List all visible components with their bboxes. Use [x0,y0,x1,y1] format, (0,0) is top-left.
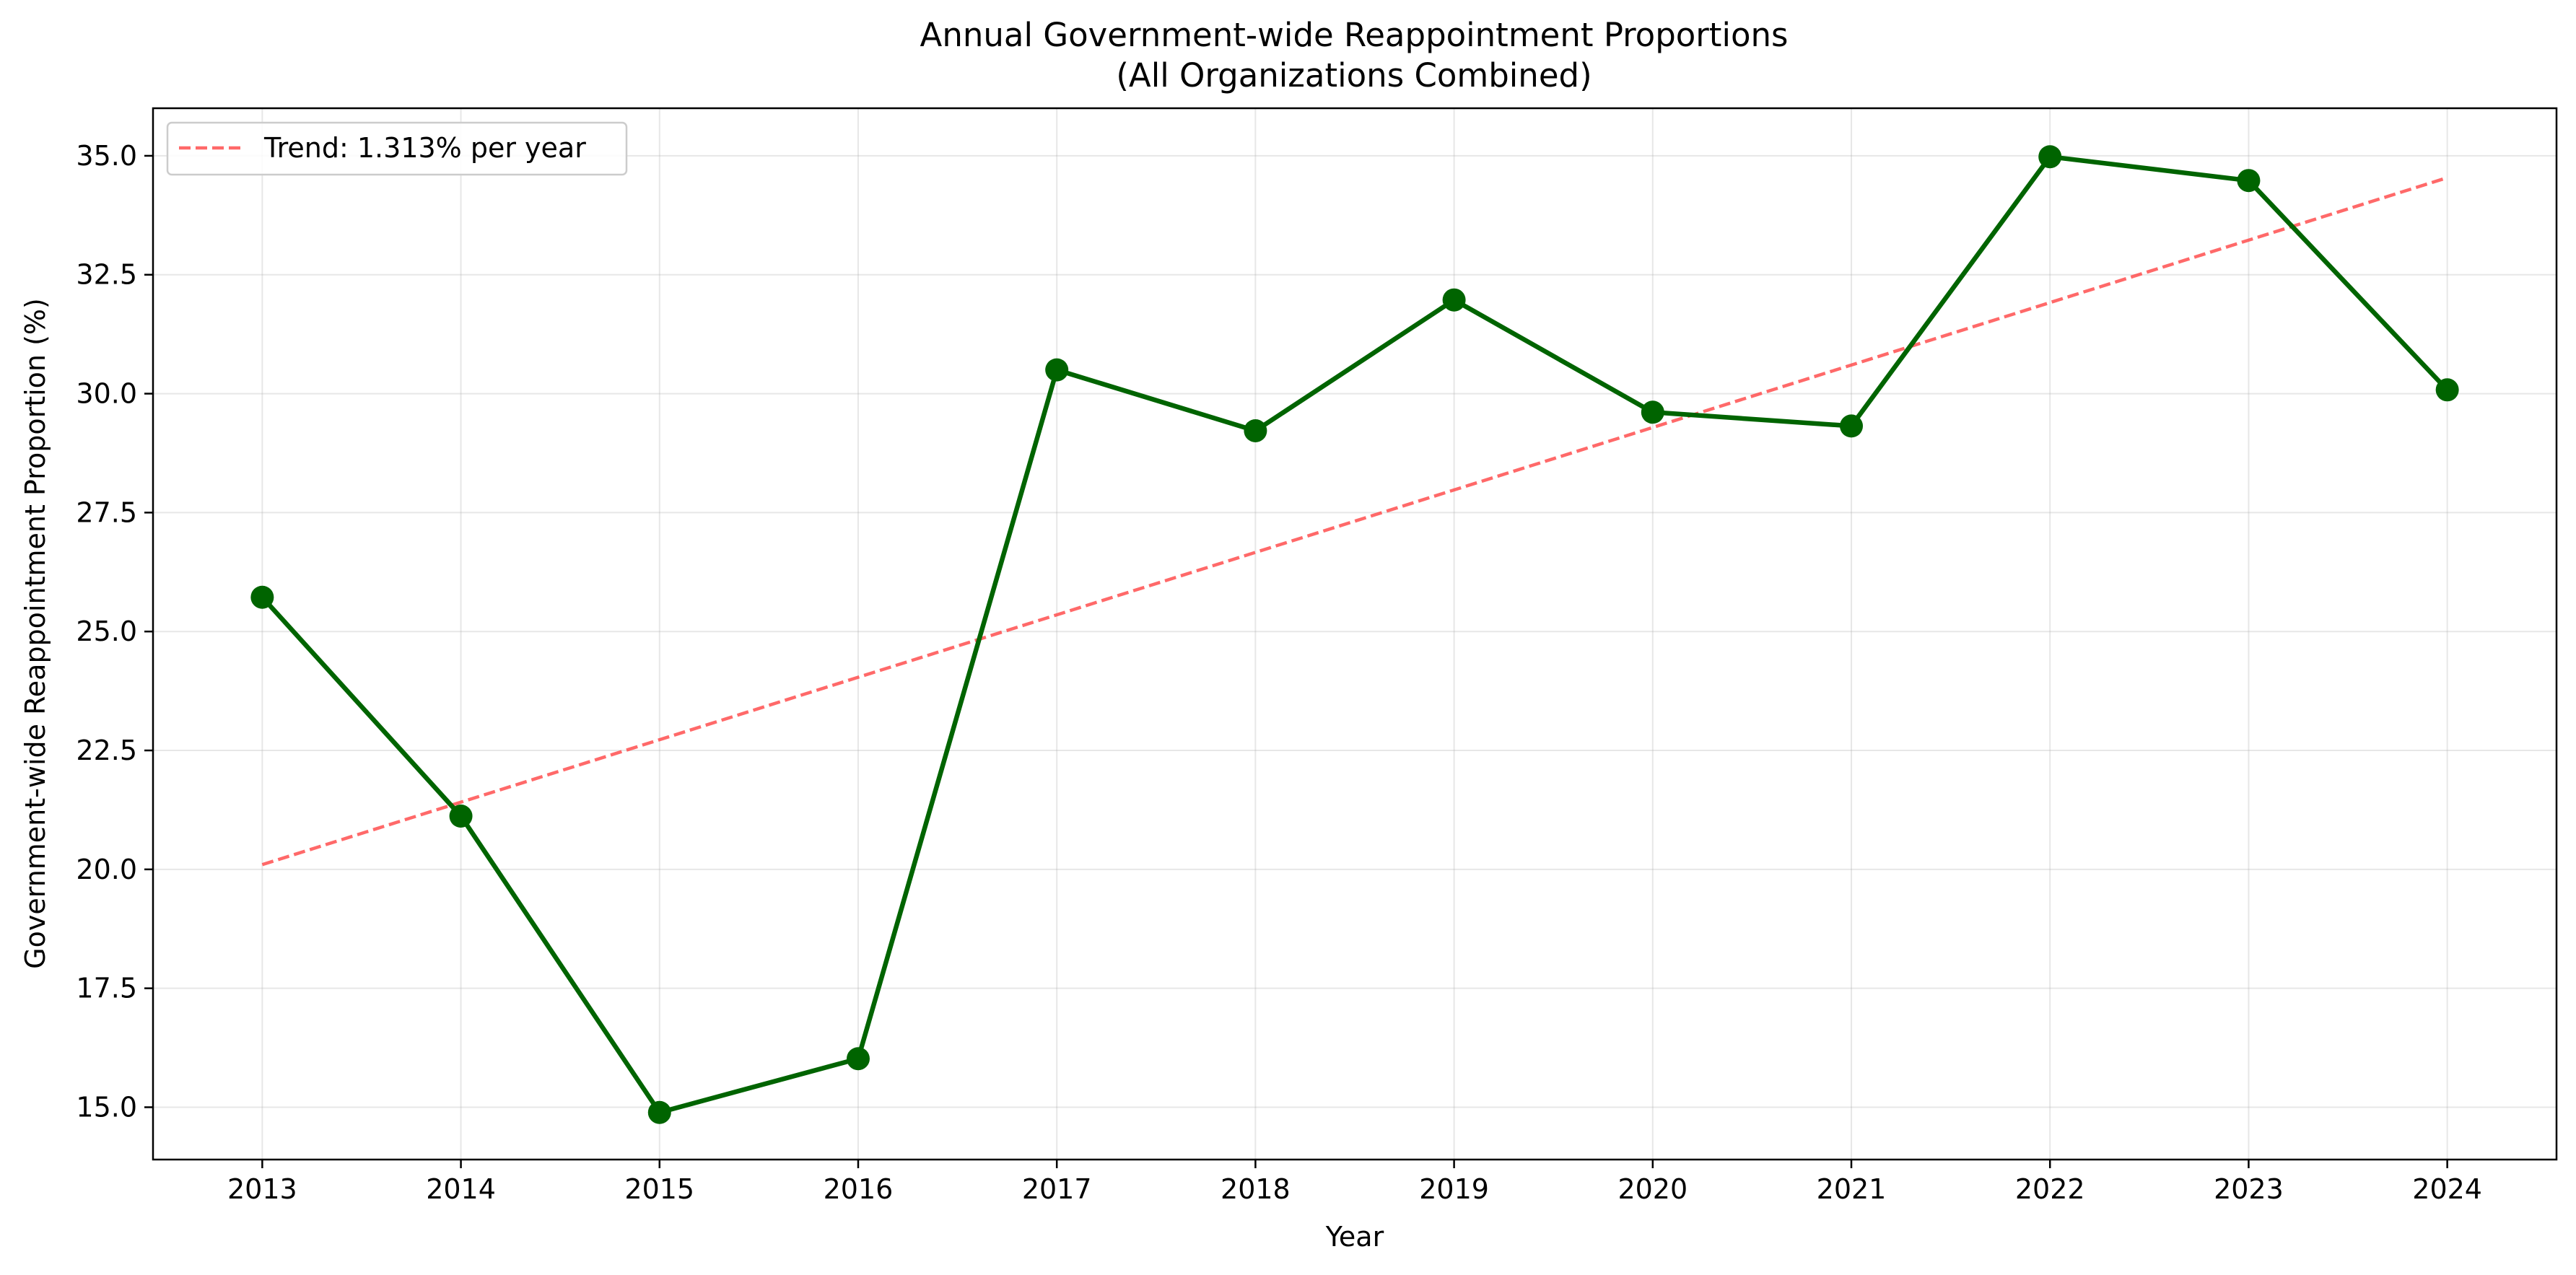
legend: Trend: 1.313% per year [166,121,628,176]
x-tick-label: 2020 [1617,1173,1688,1205]
data-point [449,805,473,828]
y-axis-ticks: 15.0 17.5 20.0 22.5 25.0 27.5 30.0 32.5 35.0 [76,140,153,1123]
x-tick-label: 2017 [1022,1173,1092,1205]
x-axis-label: Year [1325,1221,1384,1253]
x-tick-label: 2013 [227,1173,297,1205]
data-point [250,585,274,609]
y-axis-label: Government-wide Reappointment Proportion… [19,298,51,969]
legend-box [166,121,628,176]
x-tick-label: 2022 [2015,1173,2085,1205]
grid [153,108,2557,1160]
x-axis-ticks: 2013 2014 2015 2016 2017 2018 2019 2020 2021 2022… [227,1160,2482,1205]
x-tick-label: 2023 [2214,1173,2284,1205]
data-line [260,154,2449,1115]
data-point [2237,169,2261,193]
data-point [1840,414,1864,438]
y-tick-label: 35.0 [76,140,137,172]
chart-subtitle: (All Organizations Combined) [1116,56,1592,95]
data-point [2038,145,2062,169]
y-tick-label: 20.0 [76,854,137,885]
data-point [1641,400,1664,424]
y-tick-label: 22.5 [76,735,137,766]
data-point [2435,378,2459,402]
x-tick-label: 2018 [1221,1173,1291,1205]
legend-trend-label: Trend: 1.313% per year [263,132,586,164]
y-tick-label: 32.5 [76,259,137,291]
y-tick-label: 27.5 [76,496,137,528]
y-tick-label: 25.0 [76,615,137,647]
y-tick-label: 30.0 [76,378,137,410]
data-point [846,1047,870,1071]
data-series [250,145,2459,1124]
x-tick-label: 2024 [2412,1173,2482,1205]
x-tick-label: 2016 [824,1173,894,1205]
data-point [647,1100,671,1124]
data-point [1045,358,1069,382]
y-tick-label: 17.5 [76,973,137,1004]
x-tick-label: 2021 [1817,1173,1887,1205]
x-tick-label: 2015 [624,1173,694,1205]
x-tick-label: 2014 [426,1173,496,1205]
x-tick-label: 2019 [1419,1173,1489,1205]
y-tick-label: 15.0 [76,1091,137,1123]
plot-area-frame [152,107,2558,1161]
data-point [1442,288,1466,312]
data-point [1244,419,1267,442]
chart-title: Annual Government-wide Reappointment Pro… [920,16,1789,54]
